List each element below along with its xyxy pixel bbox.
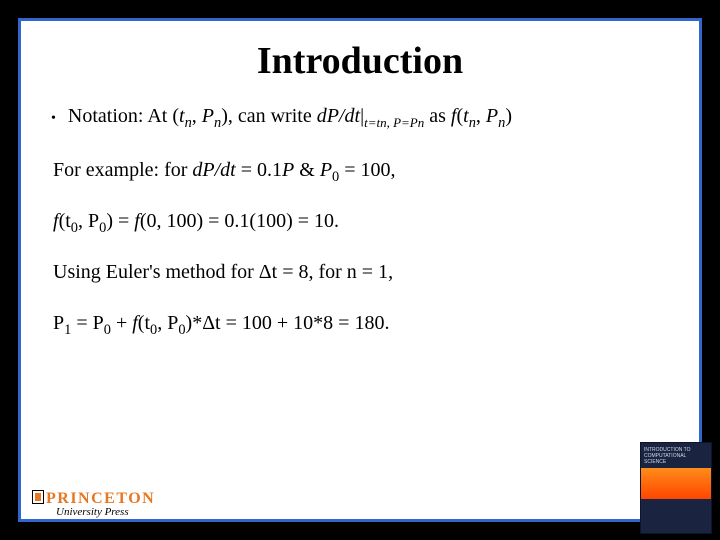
slide-title: Introduction bbox=[51, 39, 669, 83]
line-2: For example: for dP/dt = 0.1P & P0 = 100… bbox=[53, 159, 669, 182]
book-title-text: INTRODUCTION TO COMPUTATIONAL SCIENCE bbox=[644, 447, 708, 465]
line-3: f(t0, P0) = f(0, 100) = 0.1(100) = 10. bbox=[53, 210, 669, 233]
line1-text: Notation: At (tn, Pn), can write dP/dt|t… bbox=[68, 105, 512, 128]
logo-main-text: PRINCETON bbox=[46, 490, 155, 507]
princeton-logo: PRINCETON University Press bbox=[32, 490, 162, 530]
bullet-line-1: • Notation: At (tn, Pn), can write dP/dt… bbox=[51, 105, 669, 131]
line-5: P1 = P0 + f(t0, P0)*Δt = 100 + 10*8 = 18… bbox=[53, 312, 669, 335]
bullet-marker: • bbox=[51, 107, 56, 131]
book-cover-image: INTRODUCTION TO COMPUTATIONAL SCIENCE bbox=[640, 442, 712, 534]
line-4: Using Euler's method for Δt = 8, for n =… bbox=[53, 261, 669, 284]
slide-frame: Introduction • Notation: At (tn, Pn), ca… bbox=[18, 18, 702, 522]
shield-icon bbox=[32, 490, 44, 504]
